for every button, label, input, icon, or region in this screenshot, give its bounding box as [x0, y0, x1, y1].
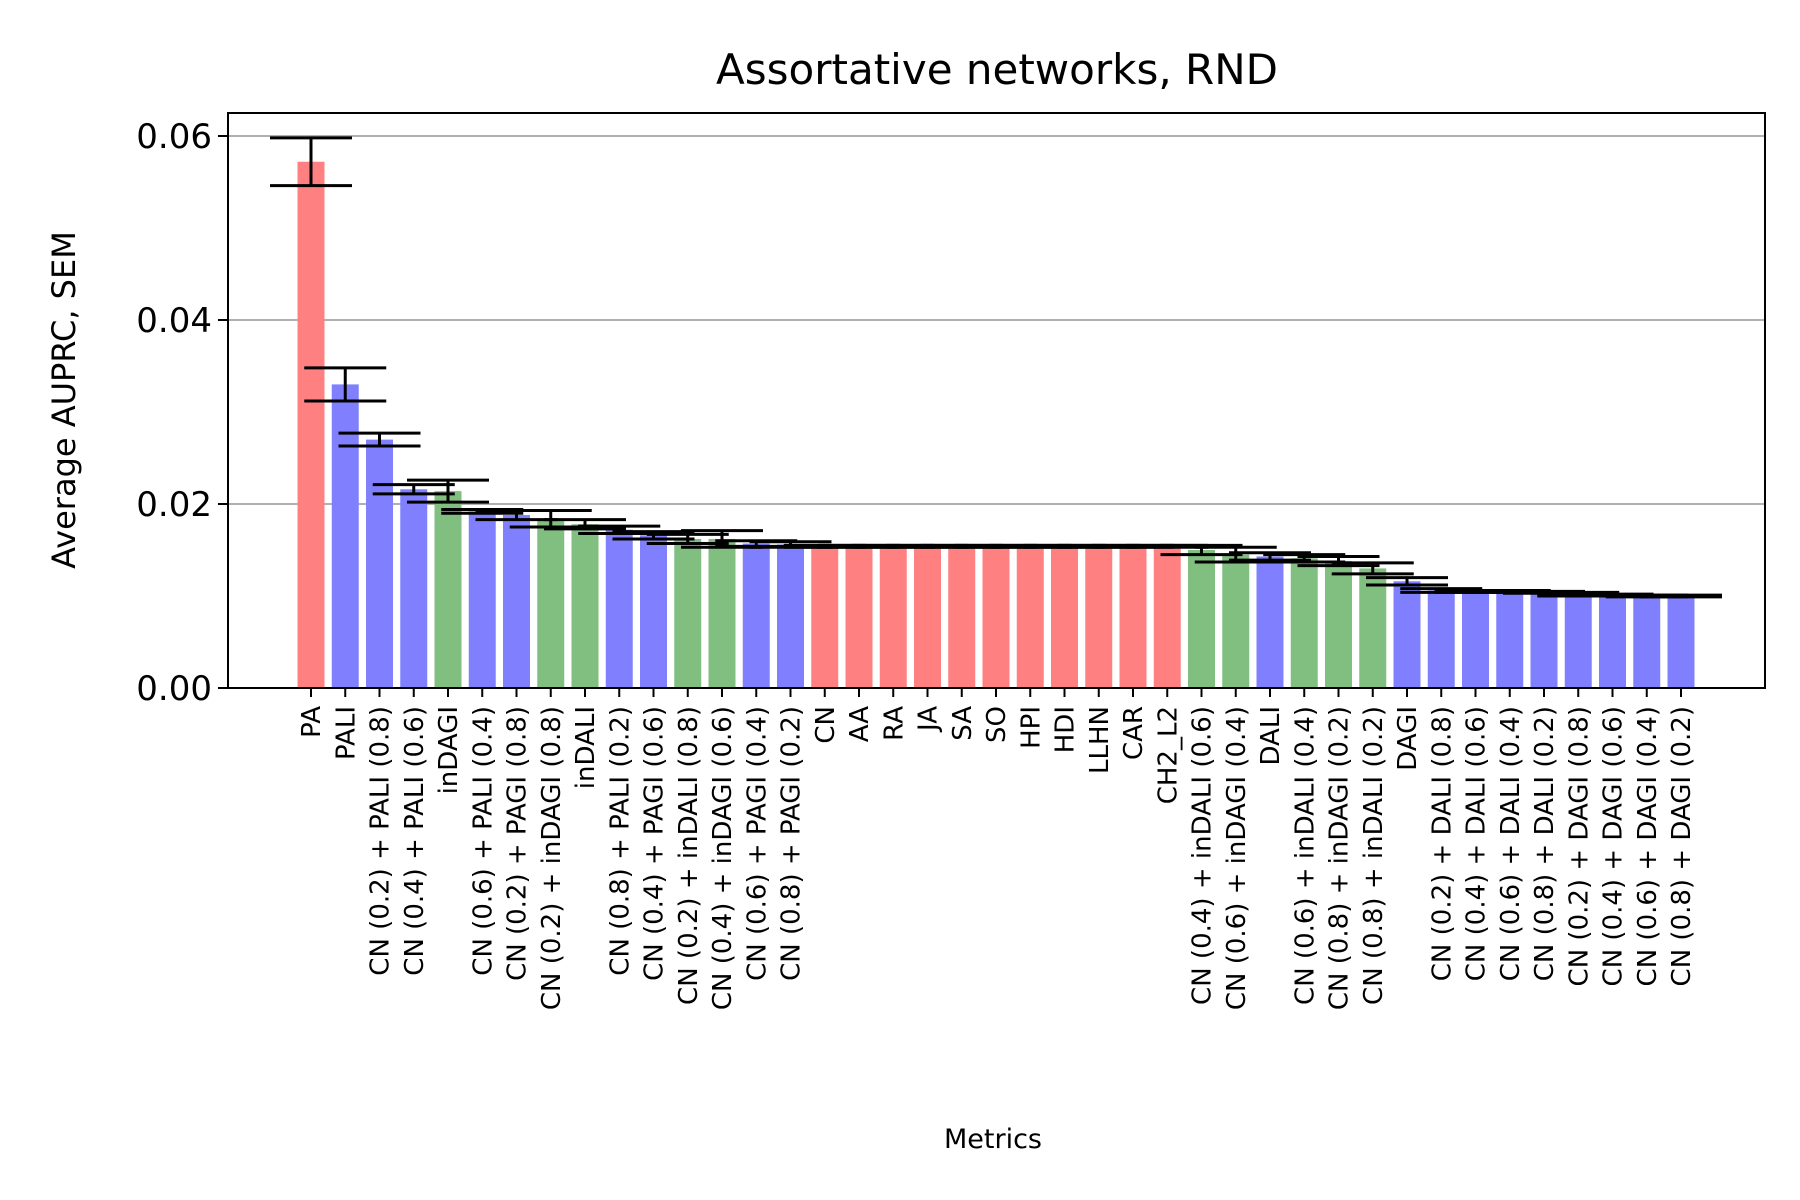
x-tick-label: SA: [948, 706, 978, 741]
bar: [1530, 592, 1558, 688]
bar: [1564, 594, 1592, 688]
x-tick-label: CN (0.8) + DAGI (0.2): [1667, 706, 1697, 986]
bar: [1359, 568, 1387, 688]
bar: [1599, 595, 1626, 688]
bar: [811, 546, 839, 688]
x-tick-label: HPI: [1016, 706, 1046, 749]
y-tick-label: 0.06: [136, 117, 212, 157]
x-tick-label: CN (0.8) + PAGI (0.2): [777, 706, 807, 981]
bar: [914, 546, 941, 688]
x-tick-label: CN (0.6) + DAGI (0.4): [1633, 706, 1663, 986]
bar: [400, 489, 428, 688]
y-tick-label: 0.04: [136, 301, 212, 341]
bar: [331, 384, 359, 688]
y-axis-label: Average AUPRC, SEM: [45, 231, 83, 569]
bar: [777, 544, 804, 688]
x-tick-label: CN (0.2) + inDAGI (0.8): [537, 706, 567, 1010]
x-tick-label: PALI: [331, 706, 361, 760]
x-tick-label: CN (0.4) + PAGI (0.6): [640, 706, 670, 981]
x-tick-label: CN (0.6) + inDALI (0.4): [1290, 706, 1320, 1005]
x-tick-label: CN (0.4) + inDAGI (0.6): [708, 706, 738, 1010]
bar: [1667, 596, 1695, 688]
bar: [468, 511, 496, 688]
bar: [1496, 591, 1524, 688]
x-tick-label: CN (0.6) + inDAGI (0.4): [1222, 706, 1252, 1010]
bar: [674, 538, 702, 688]
bar: [1393, 581, 1421, 688]
bar: [297, 161, 325, 688]
x-tick-label: CN (0.8) + PALI (0.2): [605, 706, 635, 976]
x-tick-label: CN (0.6) + PAGI (0.4): [742, 706, 772, 981]
x-tick-label: HDI: [1051, 706, 1081, 753]
x-tick-label: inDALI: [571, 706, 601, 789]
x-tick-label: CN (0.4) + PALI (0.6): [400, 706, 430, 976]
bar: [982, 546, 1010, 688]
x-tick-label: CN (0.8) + inDAGI (0.2): [1325, 706, 1355, 1010]
bar: [1153, 546, 1181, 688]
x-tick-label: LLHN: [1085, 706, 1115, 774]
y-tick-label: 0.02: [136, 485, 212, 525]
bar: [1016, 546, 1044, 688]
error-bars: [270, 136, 1722, 599]
bar: [434, 491, 462, 688]
bar: [605, 529, 633, 688]
x-tick-label: CN (0.2) + PALI (0.8): [366, 706, 396, 976]
x-tick-label: PA: [297, 706, 327, 738]
x-tick-label: CN (0.2) + PAGI (0.8): [503, 706, 533, 981]
bars: [297, 161, 1695, 688]
bar: [1085, 546, 1113, 688]
bar: [1222, 554, 1250, 688]
bar: [366, 439, 393, 688]
bar: [1256, 556, 1284, 688]
x-axis-ticks: PA PALI CN (0.2) + PALI (0.8) CN (0.4) + PA…: [297, 688, 1697, 1010]
bar: [1119, 546, 1147, 688]
bar: [1633, 596, 1661, 688]
bar: [1188, 550, 1215, 688]
x-tick-label: CN (0.8) + DALI (0.2): [1530, 706, 1560, 981]
x-tick-label: CN (0.4) + inDALI (0.6): [1188, 706, 1218, 1005]
x-tick-label: RA: [879, 706, 909, 741]
bar: [1462, 591, 1489, 688]
x-tick-label: CAR: [1119, 706, 1149, 760]
bar: [537, 518, 565, 688]
x-tick-label: JA: [914, 706, 944, 733]
x-tick-label: CN (0.8) + inDALI (0.2): [1359, 706, 1389, 1005]
bar: [708, 538, 736, 688]
bar: [948, 546, 976, 688]
x-tick-label: AA: [845, 706, 875, 743]
x-tick-label: CN: [811, 706, 841, 744]
bar: [1325, 561, 1352, 688]
x-tick-label: CN (0.2) + DAGI (0.8): [1564, 706, 1594, 986]
x-tick-label: CN (0.6) + DALI (0.4): [1496, 706, 1526, 981]
x-tick-label: CH2_L2: [1153, 706, 1183, 804]
bar: [845, 546, 873, 688]
x-tick-label: CN (0.2) + inDALI (0.8): [674, 706, 704, 1005]
bar: [742, 543, 770, 688]
bar: [1427, 590, 1455, 688]
bar: [640, 535, 667, 688]
bar: [879, 546, 907, 688]
bar: [571, 524, 599, 688]
y-axis-ticks: 0.00 0.02 0.04 0.06: [136, 117, 228, 709]
y-tick-label: 0.00: [136, 669, 212, 709]
x-tick-label: SO: [982, 706, 1012, 743]
grid-lines: [228, 135, 1765, 505]
x-tick-label: CN (0.2) + DALI (0.8): [1427, 706, 1457, 981]
x-tick-label: CN (0.4) + DALI (0.6): [1462, 706, 1492, 981]
x-tick-label: DALI: [1256, 706, 1286, 766]
x-axis-label: Metrics: [944, 1124, 1042, 1155]
x-tick-label: CN (0.4) + DAGI (0.6): [1599, 706, 1629, 986]
x-tick-label: inDAGI: [434, 706, 464, 794]
chart-title: Assortative networks, RND: [716, 45, 1278, 94]
x-tick-label: DAGI: [1393, 706, 1423, 771]
x-tick-label: CN (0.6) + PALI (0.4): [468, 706, 498, 976]
bar: [503, 515, 530, 688]
bar: [1051, 546, 1078, 688]
bar: [1290, 558, 1318, 688]
